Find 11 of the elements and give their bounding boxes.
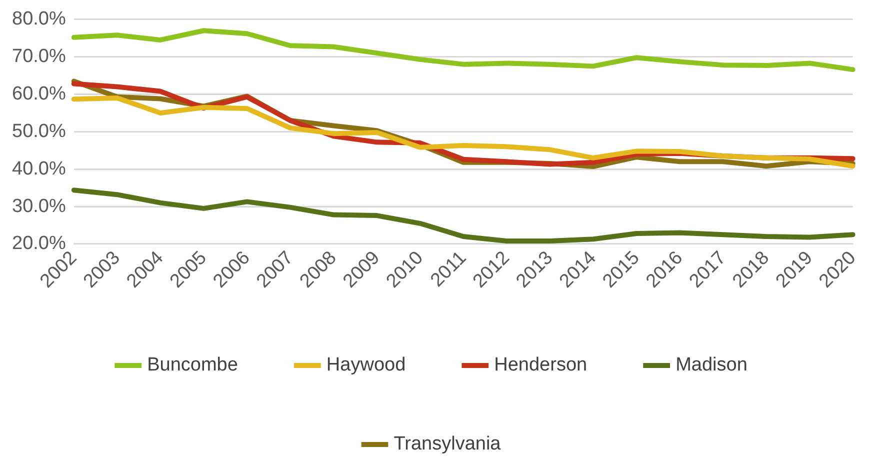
y-tick-label: 70.0%: [12, 46, 66, 68]
y-tick-label: 80.0%: [12, 8, 66, 30]
legend-label: Madison: [676, 354, 748, 376]
y-tick-label: 40.0%: [12, 158, 66, 180]
legend-label: Henderson: [494, 354, 588, 376]
legend-label: Haywood: [326, 354, 406, 376]
legend-label: Transylvania: [394, 434, 502, 455]
legend-label: Buncombe: [147, 354, 238, 376]
y-tick-label: 50.0%: [12, 120, 66, 142]
y-tick-label: 60.0%: [12, 84, 66, 104]
y-tick-label: 30.0%: [12, 196, 66, 217]
